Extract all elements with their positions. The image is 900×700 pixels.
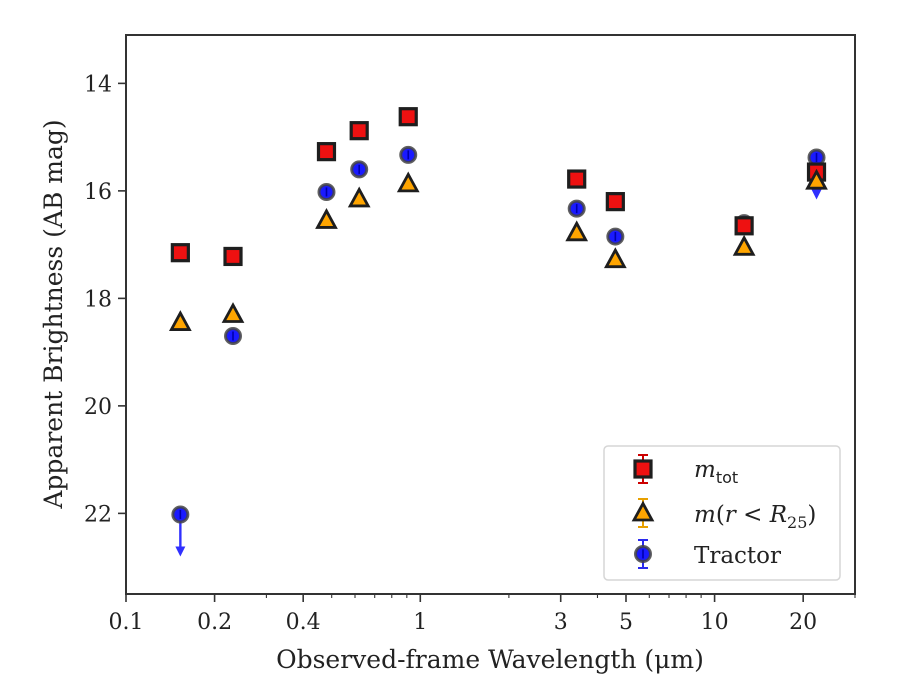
data-point-triangle [221,302,245,323]
x-tick-label: 20 [789,610,817,635]
data-point-triangle [168,310,192,331]
x-tick-label: 1 [413,610,427,635]
x-tick-label: 0.2 [197,610,232,635]
y-axis-label: Apparent Brightness (AB mag) [39,119,68,509]
data-point-triangle [732,234,756,256]
data-point-triangle [315,208,338,229]
data-point-square [170,243,190,263]
data-point-square [567,169,587,189]
x-tick-label: 5 [619,610,633,635]
data-point-triangle [603,247,627,269]
legend-marker-triangle [631,500,655,522]
data-point-square [398,107,418,127]
x-tick-label: 3 [554,610,568,635]
legend-label-tractor: Tractor [694,543,781,569]
legend-box [603,445,841,581]
x-tick-label: 0.4 [286,610,321,635]
upper-limit-arrowhead [175,546,186,557]
y-tick-label: 14 [84,72,112,97]
y-tick-label: 18 [84,287,112,312]
data-point-square [605,192,625,212]
legend: mtot m(r < R25) Tractor [603,445,841,581]
data-point-square [349,121,369,141]
plot-frame [125,34,856,595]
data-point-triangle [805,168,828,190]
legend-marker-square [633,459,653,479]
x-axis-label: Observed-frame Wavelength (μm) [276,645,704,674]
legend-markers [631,454,655,569]
data-point-square [223,246,243,267]
x-tick-label: 0.1 [109,610,144,635]
data-point-square [316,142,337,162]
y-tick-label: 16 [84,180,112,205]
y-axis: 14 16 18 20 22 [84,72,126,527]
data-point-square [734,216,754,236]
y-tick-label: 22 [84,502,112,527]
x-axis: 0.1 0.2 0.4 1 3 5 10 20 [109,594,856,635]
x-tick-label: 10 [701,610,729,635]
chart-marks [168,107,828,557]
upper-limit-arrowhead [811,189,822,200]
data-point-triangle [347,186,371,208]
data-point-triangle [396,171,420,193]
data-point-triangle [565,220,589,242]
legend-label-m-r25: m(r < R25) [694,502,816,532]
y-tick-label: 20 [84,395,112,420]
legend-label-m-tot: mtot [694,457,738,487]
